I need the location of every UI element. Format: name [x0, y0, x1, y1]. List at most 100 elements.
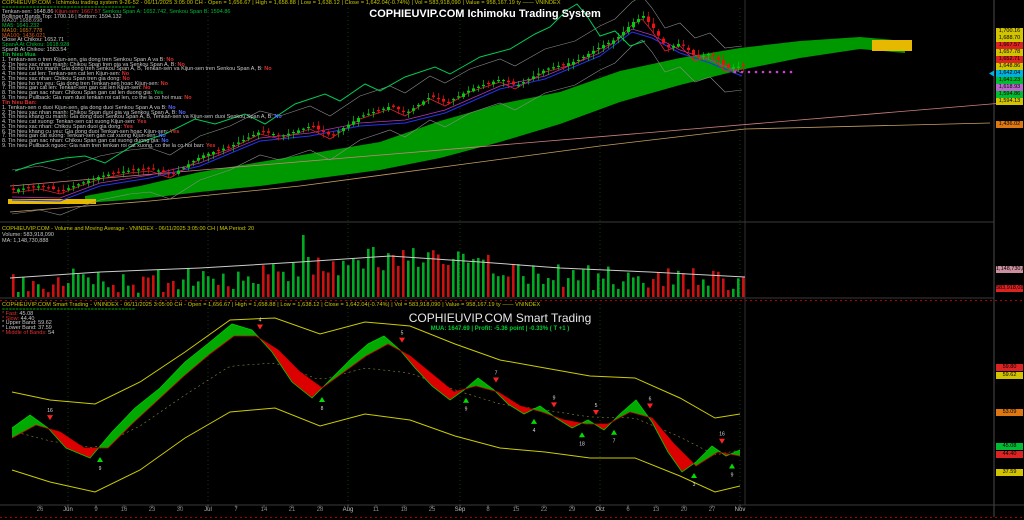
candle-body — [437, 98, 440, 100]
volume-bar — [242, 280, 245, 297]
smart-stat-label: * Lower Band: — [2, 325, 39, 332]
candle-body — [247, 137, 250, 139]
volume-bar — [212, 278, 215, 297]
candle-body — [662, 38, 665, 44]
time-axis-label: Oct — [595, 507, 605, 513]
time-axis-label: 11 — [372, 507, 380, 513]
candle-body — [267, 131, 270, 133]
volume-bar — [182, 279, 185, 297]
volume-bar — [302, 235, 305, 297]
candle-body — [712, 54, 715, 56]
sell-signal-row: 8. Tin hieu gan xac nhan: Chikou Span ga… — [2, 137, 282, 144]
volume-bar — [292, 262, 295, 297]
candle-body — [642, 16, 645, 18]
buy-marker-icon — [463, 397, 469, 403]
volume-bar — [192, 285, 195, 297]
candle-body — [527, 79, 530, 81]
buy-marker-icon — [579, 432, 585, 438]
sell-signals-list: 1. Tenkan-sen o duoi Kijun-sen, gia dong… — [2, 105, 282, 148]
marker-count-label: 16 — [719, 432, 725, 438]
volume-bar — [102, 281, 105, 297]
buy-signal-text: 4. Tin hieu cat len: Tenkan-sen cat len … — [2, 71, 122, 78]
volume-readout: Volume: 583,918,090 — [2, 232, 54, 238]
buy-signal-text: 8. Tin hieu gan xac nhan: Chikou Span ga… — [2, 89, 154, 96]
smart-stat-row: * Fast: 45.08 — [2, 311, 54, 317]
volume-bar — [72, 268, 75, 297]
candle-body — [552, 67, 555, 69]
bollinger-lower — [11, 39, 743, 216]
candle-body — [467, 90, 470, 93]
signal-dot — [733, 70, 737, 74]
candle-body — [262, 131, 265, 133]
time-axis-label: 23 — [148, 507, 156, 513]
candle-body — [732, 67, 735, 69]
volume-bar — [517, 264, 520, 297]
time-axis-label: Nov — [734, 507, 746, 513]
sell-signal-answer: No — [158, 133, 166, 140]
sell-signal-row: 2. Tin hieu xac nhan manh: Chikou Span d… — [2, 109, 282, 116]
oscillator-axis-label: 44.40 — [996, 451, 1023, 458]
buy-signal-row: 3. Tin hieu ho tro manh: Gia dong tren S… — [2, 67, 272, 73]
sell-marker-icon — [493, 377, 499, 383]
volume-bar — [97, 272, 100, 297]
smart-stat-value: 45.08 — [19, 311, 34, 317]
buy-signal-answer: Yes — [153, 89, 164, 96]
sell-signal-answer: No — [161, 137, 169, 144]
marker-count-label: 4 — [259, 318, 262, 324]
volume-bar — [187, 267, 190, 297]
candle-body — [22, 188, 25, 190]
candle-body — [92, 178, 95, 180]
indicator-line-6: Close At Chikou: 1652.71 — [2, 37, 230, 43]
time-axis-label: 6 — [626, 507, 630, 513]
sell-signal-text: 1. Tenkan-sen o duoi Kijun-sen, gia dong… — [2, 105, 169, 111]
sell-signal-answer: No — [168, 105, 176, 111]
volume-bar — [132, 284, 135, 297]
volume-bar — [547, 277, 550, 297]
volume-bar — [452, 258, 455, 297]
marker-count-label: 9 — [553, 395, 556, 401]
volume-bar — [357, 260, 360, 297]
candle-body — [297, 130, 300, 133]
ribbon-bull-segment — [732, 450, 740, 456]
buy-signal-answer: No — [177, 61, 185, 68]
candle-body — [32, 186, 35, 188]
sell-marker-icon — [593, 410, 599, 415]
signal-dot — [789, 70, 793, 74]
marker-count-label: 8 — [321, 406, 324, 412]
candle-body — [27, 187, 30, 189]
buy-signal-row: 5. Tin hieu xac nhan: Chikou Span tren g… — [2, 75, 272, 82]
smart-stat-row: * Lower Band: 37.59 — [2, 325, 54, 332]
smart-stat-label: * Slow: — [2, 315, 21, 322]
buy-signal-row: 4. Tin hieu cat len: Tenkan-sen cat len … — [2, 71, 272, 78]
volume-bar — [167, 282, 170, 297]
sell-signal-text: 2. Tin hieu xac nhan manh: Chikou Span d… — [2, 109, 179, 116]
oscillator-axis-label: 59.62 — [996, 372, 1023, 379]
volume-bar — [627, 272, 630, 297]
candle-body — [332, 134, 335, 136]
time-axis-label: Sep — [454, 507, 466, 513]
candle-body — [132, 169, 135, 171]
volume-bar — [742, 277, 745, 297]
candle-body — [607, 42, 610, 45]
candle-body — [597, 47, 600, 49]
volume-bar — [552, 280, 555, 297]
close-price-arrow-icon — [989, 70, 994, 77]
volume-bar — [492, 273, 495, 297]
candle-body — [472, 88, 475, 92]
volume-bar — [692, 268, 695, 297]
volume-bar — [397, 265, 400, 297]
signal-dot — [761, 70, 765, 74]
candle-body — [647, 16, 650, 22]
volume-bar — [337, 275, 340, 297]
candle-body — [387, 107, 390, 110]
candle-body — [567, 63, 570, 66]
buy-signal-text: 5. Tin hieu xac nhan: Chikou Span tren g… — [2, 75, 123, 82]
candle-body — [402, 110, 405, 113]
smart-position-status: MUA: 1647.69 | Profit: -5.36 point | -0.… — [430, 326, 570, 332]
volume-bar — [502, 275, 505, 297]
candle-body — [557, 65, 560, 67]
volume-bar — [577, 280, 580, 297]
volume-bar — [657, 272, 660, 297]
candle-body — [142, 168, 145, 170]
